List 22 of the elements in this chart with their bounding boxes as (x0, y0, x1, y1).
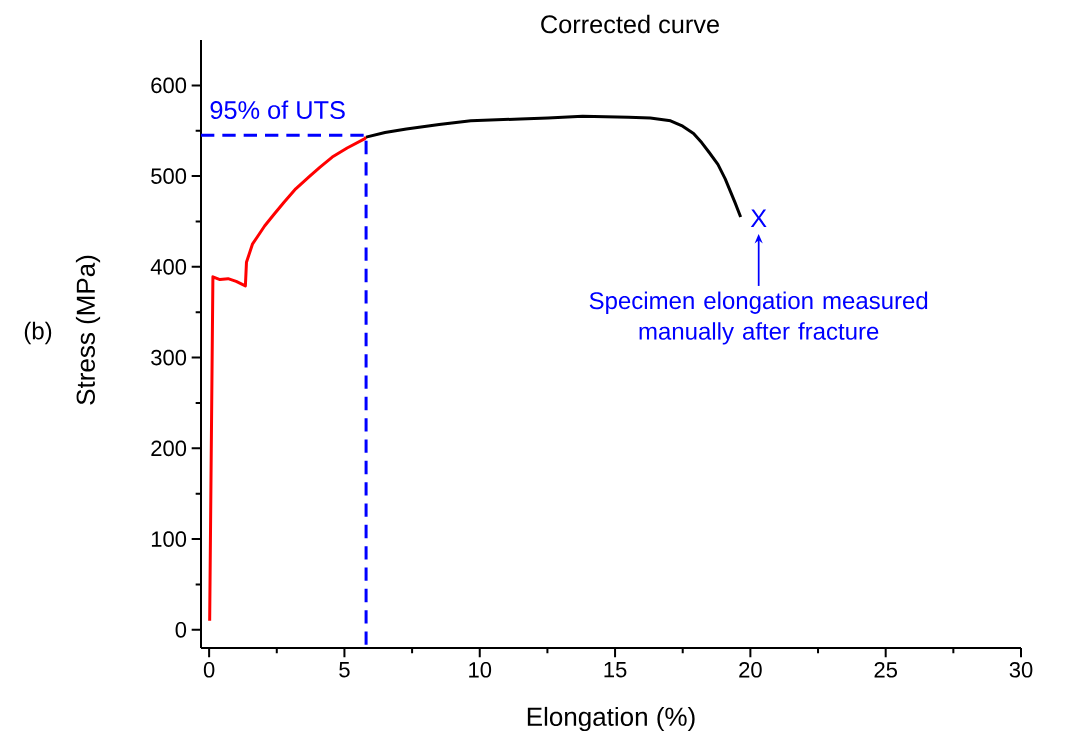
x-tick-label: 15 (604, 662, 627, 678)
x-tick-label: 25 (874, 662, 897, 678)
text: (b) (24, 321, 52, 345)
y-tick-label: 100 (151, 531, 187, 547)
chart-title: Corrected curve (541, 14, 719, 34)
annotation: Specimen elongation measured manually after fracture (589, 291, 928, 345)
x-tick-label: 10 (469, 662, 492, 678)
x-axis-title: Elongation (%) (527, 706, 695, 732)
x-tick-label: 20 (739, 662, 762, 678)
x-tick-label: 30 (1009, 662, 1033, 678)
y-tick-label: 500 (151, 168, 187, 184)
y-tick-label: 300 (151, 349, 187, 366)
line-series (364, 114, 743, 219)
y-tick-label: 600 (151, 77, 187, 94)
y-tick-label: 0 (175, 622, 187, 638)
annotation: X (750, 209, 767, 228)
x-tick-label: 0 (203, 662, 215, 678)
y-axis-title: Stress (MPa) (75, 255, 101, 405)
annotation: 95% of UTS (210, 100, 345, 120)
x-tick-label: 5 (339, 662, 350, 678)
y-tick-label: 200 (151, 440, 187, 457)
y-tick-label: 400 (150, 259, 187, 275)
